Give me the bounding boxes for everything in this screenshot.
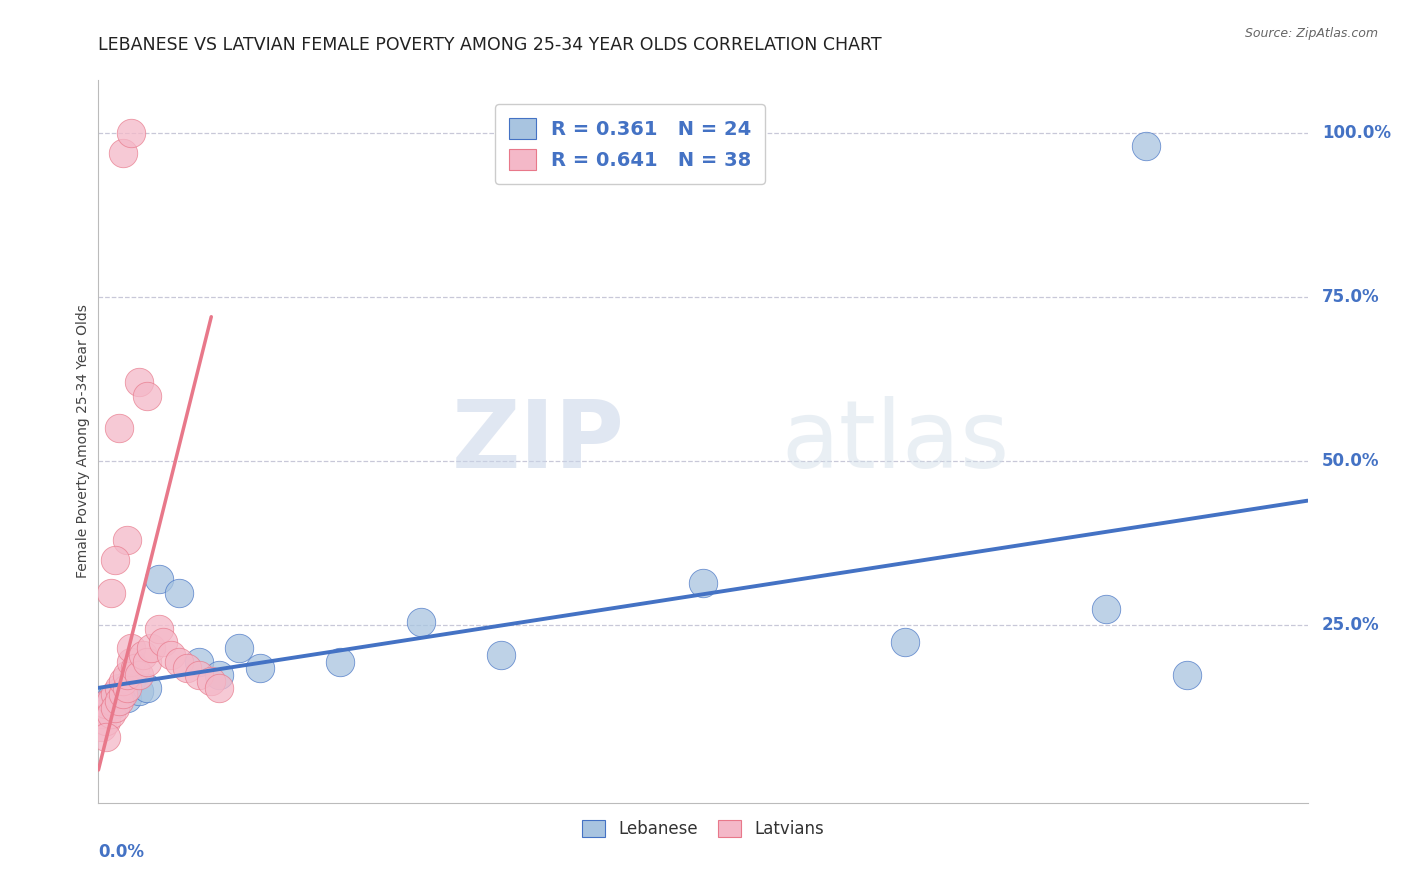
Point	[167, 655, 190, 669]
Point	[107, 421, 129, 435]
Point	[96, 730, 118, 744]
Point	[103, 698, 125, 712]
Point	[124, 661, 146, 675]
Point	[111, 687, 134, 701]
Point	[111, 681, 134, 695]
Point	[139, 641, 162, 656]
Point	[100, 690, 122, 705]
Point	[103, 553, 125, 567]
Legend: Lebanese, Latvians: Lebanese, Latvians	[575, 814, 831, 845]
Point	[152, 635, 174, 649]
Point	[120, 674, 142, 689]
Point	[228, 641, 250, 656]
Point	[128, 376, 150, 390]
Point	[128, 684, 150, 698]
Point	[100, 585, 122, 599]
Point	[91, 694, 114, 708]
Point	[135, 655, 157, 669]
Point	[91, 720, 114, 734]
Point	[491, 648, 513, 662]
Text: 50.0%: 50.0%	[1322, 452, 1379, 470]
Point	[103, 700, 125, 714]
Text: 75.0%: 75.0%	[1322, 288, 1379, 306]
Point	[115, 681, 138, 695]
Point	[148, 573, 170, 587]
Point	[100, 694, 122, 708]
Point	[96, 700, 118, 714]
Point	[160, 648, 183, 662]
Point	[115, 667, 138, 681]
Point	[100, 707, 122, 722]
Text: LEBANESE VS LATVIAN FEMALE POVERTY AMONG 25-34 YEAR OLDS CORRELATION CHART: LEBANESE VS LATVIAN FEMALE POVERTY AMONG…	[98, 36, 882, 54]
Point	[115, 690, 138, 705]
Point	[1095, 602, 1118, 616]
Point	[1135, 139, 1157, 153]
Text: ZIP: ZIP	[451, 395, 624, 488]
Point	[148, 622, 170, 636]
Point	[135, 681, 157, 695]
Point	[107, 687, 129, 701]
Text: 25.0%: 25.0%	[1322, 616, 1379, 634]
Point	[208, 681, 231, 695]
Point	[208, 667, 231, 681]
Point	[132, 648, 155, 662]
Point	[107, 694, 129, 708]
Text: Source: ZipAtlas.com: Source: ZipAtlas.com	[1244, 27, 1378, 40]
Point	[96, 714, 118, 728]
Point	[107, 681, 129, 695]
Text: atlas: atlas	[782, 395, 1010, 488]
Point	[249, 661, 271, 675]
Point	[128, 667, 150, 681]
Point	[91, 707, 114, 722]
Y-axis label: Female Poverty Among 25-34 Year Olds: Female Poverty Among 25-34 Year Olds	[76, 304, 90, 579]
Point	[96, 698, 118, 712]
Point	[167, 585, 190, 599]
Text: 100.0%: 100.0%	[1322, 124, 1391, 142]
Point	[188, 655, 211, 669]
Point	[120, 641, 142, 656]
Point	[111, 145, 134, 160]
Point	[200, 674, 222, 689]
Point	[329, 655, 352, 669]
Point	[115, 533, 138, 547]
Text: 0.0%: 0.0%	[98, 843, 145, 861]
Point	[1175, 667, 1198, 681]
Point	[120, 655, 142, 669]
Point	[893, 635, 915, 649]
Point	[188, 667, 211, 681]
Point	[176, 661, 198, 675]
Point	[135, 388, 157, 402]
Point	[103, 687, 125, 701]
Point	[111, 674, 134, 689]
Point	[120, 126, 142, 140]
Point	[409, 615, 432, 630]
Point	[692, 575, 714, 590]
